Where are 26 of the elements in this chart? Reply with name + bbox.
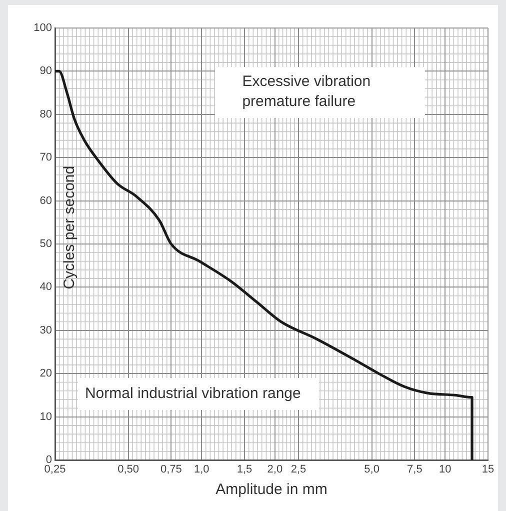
y-tick-label: 70 (40, 152, 52, 164)
y-tick-label: 20 (40, 368, 52, 380)
x-tick-label: 1,0 (194, 464, 210, 476)
y-tick-label: 50 (40, 238, 52, 250)
x-tick-label: 0,50 (118, 464, 140, 476)
x-tick-label: 1,5 (236, 464, 252, 476)
x-tick-label: 7,5 (407, 464, 422, 476)
y-tick-label: 100 (34, 22, 52, 34)
x-tick-label: 0,75 (160, 464, 182, 476)
y-tick-label: 60 (40, 194, 52, 207)
y-tick-label: 90 (40, 65, 52, 78)
x-tick-label: 2,0 (267, 464, 283, 476)
y-tick-label: 40 (40, 281, 52, 294)
x-tick-label: 10 (438, 464, 452, 476)
x-tick-label: 2,5 (290, 464, 306, 476)
x-tick-label: 15 (482, 464, 494, 476)
y-axis-title: Cycles per second (61, 166, 78, 290)
y-tick-label: 30 (40, 324, 52, 336)
annotation: Normal industrial vibration range (84, 384, 301, 404)
y-tick-label: 10 (40, 410, 52, 423)
annotation: Excessive vibration premature failure (242, 72, 371, 112)
x-tick-label: 5,0 (364, 464, 380, 476)
y-tick-label: 80 (40, 108, 52, 120)
y-tick-label: 0 (46, 454, 52, 466)
x-axis-title: Amplitude in mm (216, 481, 328, 498)
x-tick-label: 0,25 (44, 464, 66, 476)
